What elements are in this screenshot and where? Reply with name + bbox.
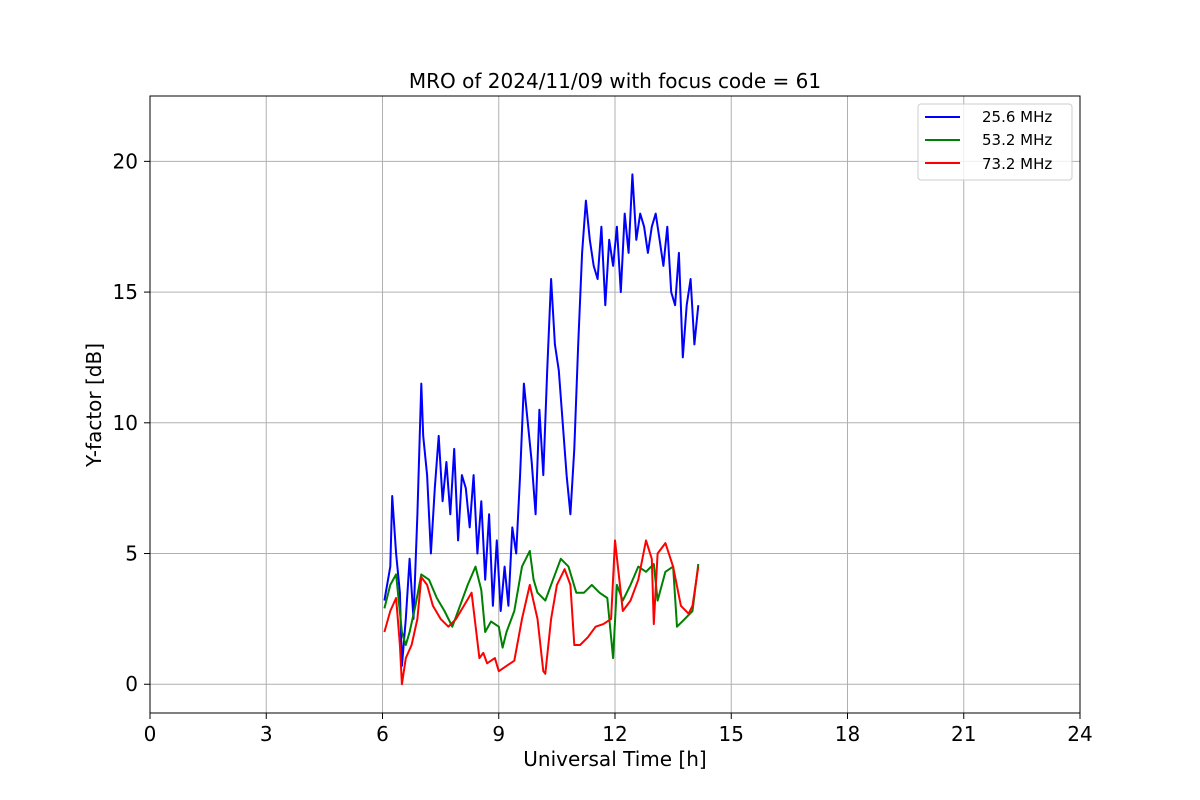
x-tick-label: 15 [719,722,744,746]
y-tick-label: 10 [113,411,138,435]
x-axis: 0 3 6 9 12 15 18 21 24 [144,713,1093,746]
y-tick-label: 5 [125,542,138,566]
x-tick-label: 3 [260,722,273,746]
x-tick-label: 12 [602,722,627,746]
y-axis: 0 5 10 15 20 [113,149,150,696]
legend-label-53-2: 53.2 MHz [982,131,1052,149]
x-axis-label: Universal Time [h] [523,747,706,771]
y-axis-label: Y-factor [dB] [82,343,106,468]
series-line-2 [383,549,700,660]
y-tick-label: 20 [113,149,138,173]
x-tick-label: 0 [144,722,157,746]
y-tick-label: 15 [113,280,138,304]
legend-label-25-6: 25.6 MHz [982,108,1052,126]
series-layer [383,173,700,686]
x-tick-label: 24 [1067,722,1092,746]
legend-label-73-2: 73.2 MHz [982,155,1052,173]
x-tick-label: 21 [951,722,976,746]
x-tick-label: 6 [376,722,389,746]
y-tick-label: 0 [125,672,138,696]
x-tick-label: 9 [492,722,505,746]
legend-box [917,103,1073,181]
chart-title: MRO of 2024/11/09 with focus code = 61 [409,69,821,93]
series-line-1 [383,173,700,667]
series-line-3 [383,539,700,686]
x-tick-label: 18 [835,722,860,746]
legend: 25.6 MHz 53.2 MHz 73.2 MHz [917,103,1073,181]
